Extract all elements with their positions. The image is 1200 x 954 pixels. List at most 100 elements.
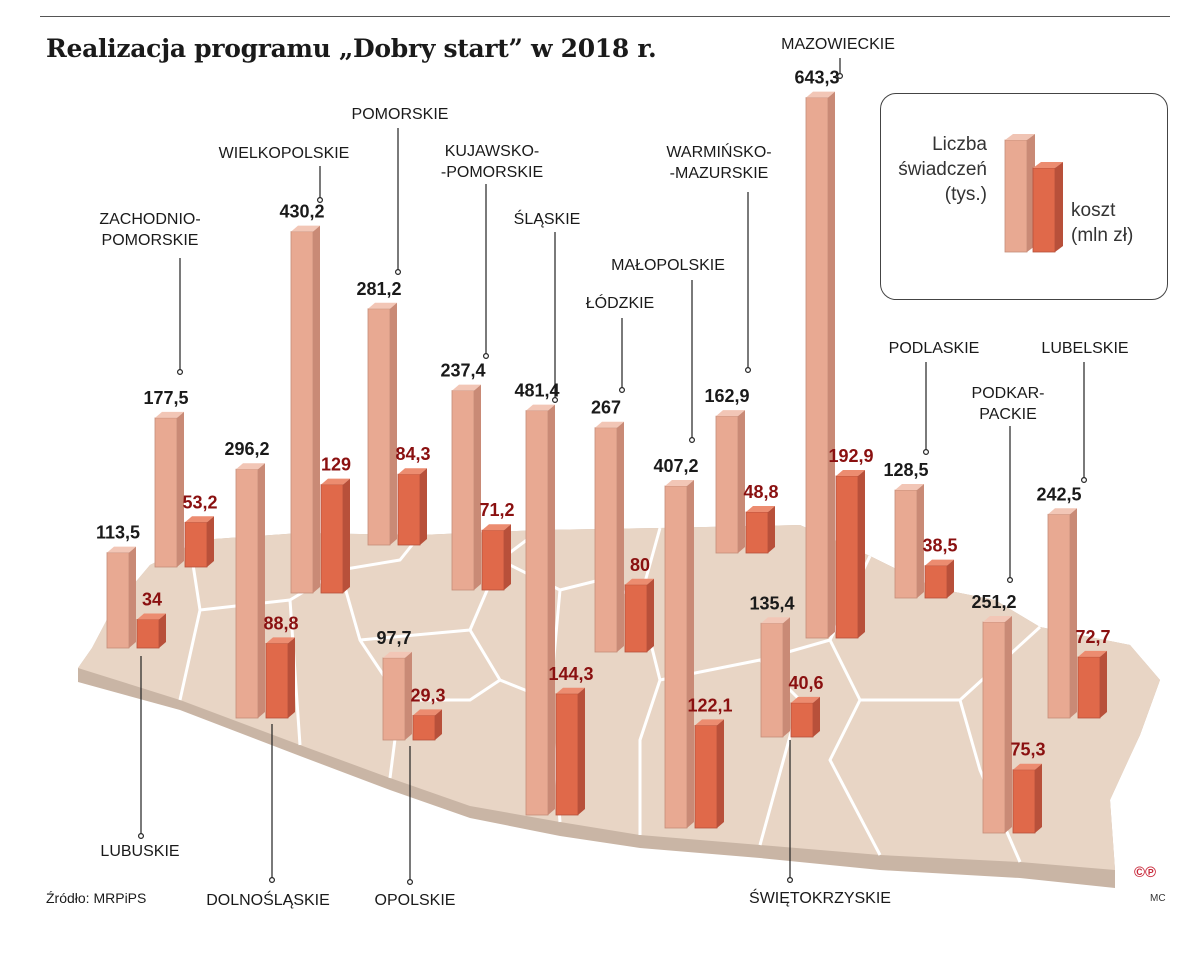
region-5-cost-bar bbox=[397, 468, 427, 546]
region-5-leader-dot bbox=[395, 269, 402, 276]
region-9-count-bar-side bbox=[617, 421, 624, 652]
region-12-cost-bar-side bbox=[813, 696, 820, 737]
region-13-cost-bar-front bbox=[835, 475, 859, 639]
region-15-cost-bar bbox=[1012, 763, 1042, 834]
region-11-cost-bar-side bbox=[768, 506, 775, 553]
region-15-cost-value: 75,3 bbox=[1010, 740, 1045, 760]
region-5-cost-bar-top bbox=[398, 468, 427, 475]
region-2-name-line-2: POMORSKIE bbox=[102, 232, 199, 249]
region-8-name: ŚLĄSKIE bbox=[514, 209, 581, 228]
region-3-name-line-1: DOLNOŚLĄSKIE bbox=[206, 890, 330, 909]
region-14-count-bar-front bbox=[894, 489, 918, 599]
region-2-count-bar-top bbox=[155, 411, 184, 418]
region-3-leader-dot bbox=[269, 876, 276, 883]
region-16-leader-dot bbox=[1080, 477, 1087, 484]
region-16-count-bar-side bbox=[1070, 508, 1077, 718]
region-1-name: LUBUSKIE bbox=[100, 843, 179, 860]
region-5-count-bar-top bbox=[368, 302, 397, 309]
region-4-count-value: 430,2 bbox=[279, 202, 324, 222]
region-12-cost-bar-front bbox=[790, 702, 814, 738]
region-10-count-value: 407,2 bbox=[653, 456, 698, 476]
region-1-count-bar-top bbox=[107, 546, 136, 553]
region-14-cost-value: 38,5 bbox=[922, 536, 957, 556]
region-11-count-bar-side bbox=[738, 410, 745, 553]
region-1-cost-bar-front bbox=[136, 619, 160, 649]
region-3-count-bar-front bbox=[235, 468, 259, 719]
region-3-cost-value: 88,8 bbox=[263, 613, 298, 633]
region-1-count-bar-side bbox=[129, 546, 136, 648]
region-7-count-bar-top bbox=[452, 384, 481, 391]
region-1-count-bar bbox=[106, 546, 136, 649]
region-10-cost-bar-side bbox=[717, 719, 724, 828]
region-4-count-bar-front bbox=[290, 231, 314, 594]
region-16-cost-bar-top bbox=[1078, 650, 1107, 657]
region-16-count-bar bbox=[1047, 508, 1077, 719]
region-7: 237,4 71,2 KUJAWSKO- -POMORSKIE bbox=[440, 143, 543, 591]
region-12-cost-bar bbox=[790, 696, 820, 738]
region-14-cost-bar-side bbox=[947, 559, 954, 598]
region-1: 113,5 34 LUBUSKIE bbox=[96, 523, 180, 860]
region-7-leader-dot bbox=[483, 353, 490, 360]
region-6-count-bar-side bbox=[405, 651, 412, 740]
region-6-count-value: 97,7 bbox=[376, 628, 411, 648]
region-6-name-line-1: OPOLSKIE bbox=[375, 892, 456, 909]
region-6-cost-value: 29,3 bbox=[410, 685, 445, 705]
region-9-cost-bar-top bbox=[625, 578, 654, 585]
region-1-leader-dot bbox=[138, 832, 145, 839]
top-rule bbox=[40, 16, 1170, 17]
region-6-count-bar-front bbox=[382, 657, 406, 741]
region-3: 296,2 88,8 DOLNOŚLĄSKIE bbox=[206, 439, 330, 909]
region-11: 162,9 48,8 WARMIŃSKO- -MAZURSKIE bbox=[666, 142, 779, 554]
region-6-cost-bar-side bbox=[435, 709, 442, 740]
chart-title: Realizacja programu „Dobry start” w 2018… bbox=[46, 34, 657, 63]
region-9-count-bar-front bbox=[594, 427, 618, 653]
region-15-count-bar-top bbox=[983, 615, 1012, 622]
region-11-leader-dot bbox=[744, 367, 751, 374]
region-6-count-bar bbox=[382, 651, 412, 741]
region-10-cost-bar bbox=[694, 719, 724, 829]
region-16-cost-bar bbox=[1077, 650, 1107, 719]
region-10: 407,2 122,1 MAŁOPOLSKIE bbox=[611, 257, 733, 829]
region-2-count-bar-side bbox=[177, 411, 184, 567]
region-15-leader-dot bbox=[1006, 576, 1013, 583]
region-14-name: PODLASKIE bbox=[889, 340, 980, 357]
region-15-cost-bar-top bbox=[1013, 763, 1042, 770]
region-7-cost-value: 71,2 bbox=[479, 500, 514, 520]
region-10-count-bar-side bbox=[687, 479, 694, 828]
author-initials: MC bbox=[1150, 893, 1166, 904]
region-12: 135,4 40,6 ŚWIĘTOKRZYSKIE bbox=[749, 593, 891, 907]
region-2-cost-bar-side bbox=[207, 516, 214, 567]
region-2-cost-value: 53,2 bbox=[182, 492, 217, 512]
region-6-leader-dot bbox=[407, 878, 414, 885]
region-11-cost-bar bbox=[745, 506, 775, 554]
region-6-cost-bar-front bbox=[412, 714, 436, 741]
region-16-cost-bar-side bbox=[1100, 650, 1107, 718]
region-13-count-bar-front bbox=[805, 97, 829, 639]
region-15-count-bar bbox=[982, 615, 1012, 834]
legend-count-line-2: świadczeń bbox=[898, 159, 987, 180]
region-5-cost-bar-side bbox=[420, 468, 427, 545]
region-9-name-line-1: ŁÓDZKIE bbox=[586, 293, 654, 312]
region-8-count-bar-top bbox=[526, 404, 555, 411]
region-1-count-value: 113,5 bbox=[96, 523, 140, 543]
region-2-cost-bar-top bbox=[185, 516, 214, 523]
region-14-name-line-1: PODLASKIE bbox=[889, 340, 980, 357]
legend-cost-label: koszt (mln zł) bbox=[1071, 198, 1133, 248]
region-11-name: WARMIŃSKO- -MAZURSKIE bbox=[666, 142, 771, 182]
region-11-cost-bar-front bbox=[745, 511, 769, 554]
region-3-count-bar-top bbox=[236, 463, 265, 470]
region-5-count-bar-front bbox=[367, 308, 391, 546]
region-4-cost-bar bbox=[320, 478, 350, 594]
region-4-leader-dot bbox=[317, 197, 324, 204]
region-7-cost-bar bbox=[481, 524, 511, 591]
region-10-leader-dot bbox=[688, 437, 695, 444]
region-7-count-bar-side bbox=[474, 384, 481, 590]
region-8-name-line-1: ŚLĄSKIE bbox=[514, 209, 581, 228]
region-5-count-bar-side bbox=[390, 302, 397, 545]
region-8-count-value: 481,4 bbox=[514, 381, 559, 401]
region-5-cost-bar-front bbox=[397, 473, 421, 546]
region-4-count-bar-top bbox=[291, 225, 320, 232]
region-7-count-bar-front bbox=[451, 390, 475, 591]
region-7-cost-bar-side bbox=[504, 524, 511, 590]
region-13: 643,3 192,9 MAZOWIECKIE bbox=[781, 36, 895, 639]
